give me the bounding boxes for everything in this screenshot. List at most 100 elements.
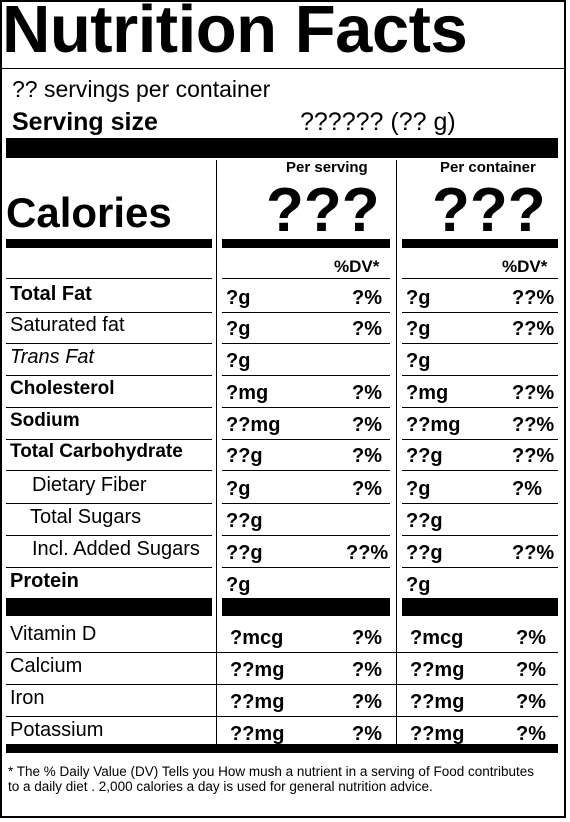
- nutrient-name: Total Fat: [10, 283, 92, 305]
- row-divider: [222, 567, 390, 568]
- row-divider: [6, 407, 212, 408]
- dv-header-serving: %DV*: [334, 257, 380, 276]
- nutrient-serving-amount: ?g: [226, 287, 251, 309]
- nutrient-name: Cholesterol: [10, 378, 115, 399]
- calories-bar-mid: [222, 239, 390, 248]
- row-divider: [222, 278, 390, 279]
- calories-per-serving: ???: [266, 176, 380, 245]
- nutrient-container-dv: ??%: [512, 542, 555, 564]
- nutrient-container-dv: ?%: [512, 478, 542, 500]
- row-divider: [222, 343, 390, 344]
- nutrient-serving-dv: ?%: [352, 445, 382, 467]
- nutrient-container-dv: ??%: [512, 414, 555, 436]
- vitamin-serving-dv: ?%: [352, 691, 382, 713]
- vitamin-serving-amount: ?mcg: [230, 627, 284, 649]
- row-divider: [6, 312, 212, 313]
- thick-divider-vitamins-left: [6, 598, 212, 616]
- vitamin-container-amount: ??mg: [410, 659, 465, 681]
- nutrient-serving-amount: ??mg: [226, 414, 281, 436]
- row-divider: [402, 407, 558, 408]
- nutrient-name: Protein: [10, 570, 79, 592]
- serving-size-value: ?????? (?? g): [300, 108, 456, 136]
- row-divider: [222, 470, 390, 471]
- nutrient-name: Trans Fat: [10, 346, 95, 368]
- row-divider: [222, 375, 390, 376]
- nutrient-name: Dietary Fiber: [32, 474, 147, 496]
- nutrient-serving-amount: ??g: [226, 445, 263, 467]
- nutrient-serving-amount: ?g: [226, 478, 251, 500]
- nutrient-name: Incl. Added Sugars: [32, 538, 200, 560]
- nutrient-serving-dv: ?%: [352, 478, 382, 500]
- calories-bar-left: [6, 239, 212, 248]
- nutrient-container-dv: ??%: [512, 318, 555, 340]
- vitamin-serving-amount: ??mg: [230, 691, 285, 713]
- nutrient-serving-amount: ?g: [226, 318, 251, 340]
- row-divider: [402, 439, 558, 440]
- row-divider: [6, 535, 212, 536]
- nutrient-serving-dv: ??%: [346, 542, 389, 564]
- calories-label: Calories: [6, 189, 172, 236]
- row-divider: [402, 278, 558, 279]
- vitamin-container-amount: ??mg: [410, 691, 465, 713]
- row-divider: [6, 684, 558, 685]
- row-divider: [6, 716, 558, 717]
- vitamin-container-dv: ?%: [516, 659, 546, 681]
- nutrient-name: Total Sugars: [30, 506, 142, 528]
- row-divider: [402, 535, 558, 536]
- per-container-header: Per container: [440, 159, 536, 176]
- per-serving-header: Per serving: [286, 159, 368, 176]
- vitamin-serving-amount: ??mg: [230, 723, 285, 745]
- nutrient-serving-amount: ?g: [226, 350, 251, 372]
- vitamin-name: Calcium: [10, 655, 83, 677]
- row-divider: [6, 652, 558, 653]
- vitamin-container-amount: ??mg: [410, 723, 465, 745]
- label-title: Nutrition Facts: [2, 0, 468, 67]
- servings-per-container: ?? servings per container: [12, 76, 271, 102]
- vitamin-name: Vitamin D: [10, 623, 97, 645]
- nutrient-serving-amount: ?mg: [226, 382, 269, 404]
- vitamin-name: Iron: [10, 687, 45, 709]
- title-divider: [2, 68, 564, 69]
- row-divider: [402, 375, 558, 376]
- nutrient-serving-amount: ??g: [226, 510, 263, 532]
- thick-divider-vitamins-mid: [222, 598, 390, 616]
- row-divider: [222, 407, 390, 408]
- row-divider: [222, 535, 390, 536]
- row-divider: [402, 503, 558, 504]
- nutrient-serving-dv: ?%: [352, 414, 382, 436]
- nutrient-name: Saturated fat: [10, 314, 125, 336]
- column-separator-left: [216, 160, 217, 746]
- row-divider: [222, 312, 390, 313]
- footnote: * The % Daily Value (DV) Tells you How m…: [8, 764, 534, 794]
- nutrient-container-dv: ??%: [512, 445, 555, 467]
- nutrient-container-amount: ?g: [406, 287, 431, 309]
- nutrient-container-amount: ?mg: [406, 382, 449, 404]
- nutrient-container-amount: ??g: [406, 445, 443, 467]
- nutrient-container-amount: ??g: [406, 542, 443, 564]
- row-divider: [402, 343, 558, 344]
- row-divider: [6, 503, 212, 504]
- vitamin-name: Potassium: [10, 719, 104, 741]
- vitamin-container-dv: ?%: [516, 627, 546, 649]
- thick-divider-vitamins-right: [402, 598, 558, 616]
- vitamin-serving-dv: ?%: [352, 627, 382, 649]
- nutrient-container-dv: ??%: [512, 382, 555, 404]
- vitamin-container-dv: ?%: [516, 691, 546, 713]
- row-divider: [402, 470, 558, 471]
- nutrient-container-amount: ?g: [406, 574, 431, 596]
- nutrient-serving-amount: ?g: [226, 574, 251, 596]
- nutrient-container-amount: ?g: [406, 318, 431, 340]
- row-divider: [6, 567, 212, 568]
- nutrient-container-amount: ??mg: [406, 414, 461, 436]
- calories-bar-right: [402, 239, 558, 248]
- vitamin-serving-dv: ?%: [352, 659, 382, 681]
- nutrient-container-amount: ??g: [406, 510, 443, 532]
- row-divider: [6, 439, 212, 440]
- row-divider: [222, 503, 390, 504]
- dv-header-container: %DV*: [502, 257, 548, 276]
- nutrient-container-dv: ??%: [512, 287, 555, 309]
- vitamin-container-amount: ?mcg: [410, 627, 464, 649]
- row-divider: [6, 343, 212, 344]
- column-separator-right: [396, 160, 397, 746]
